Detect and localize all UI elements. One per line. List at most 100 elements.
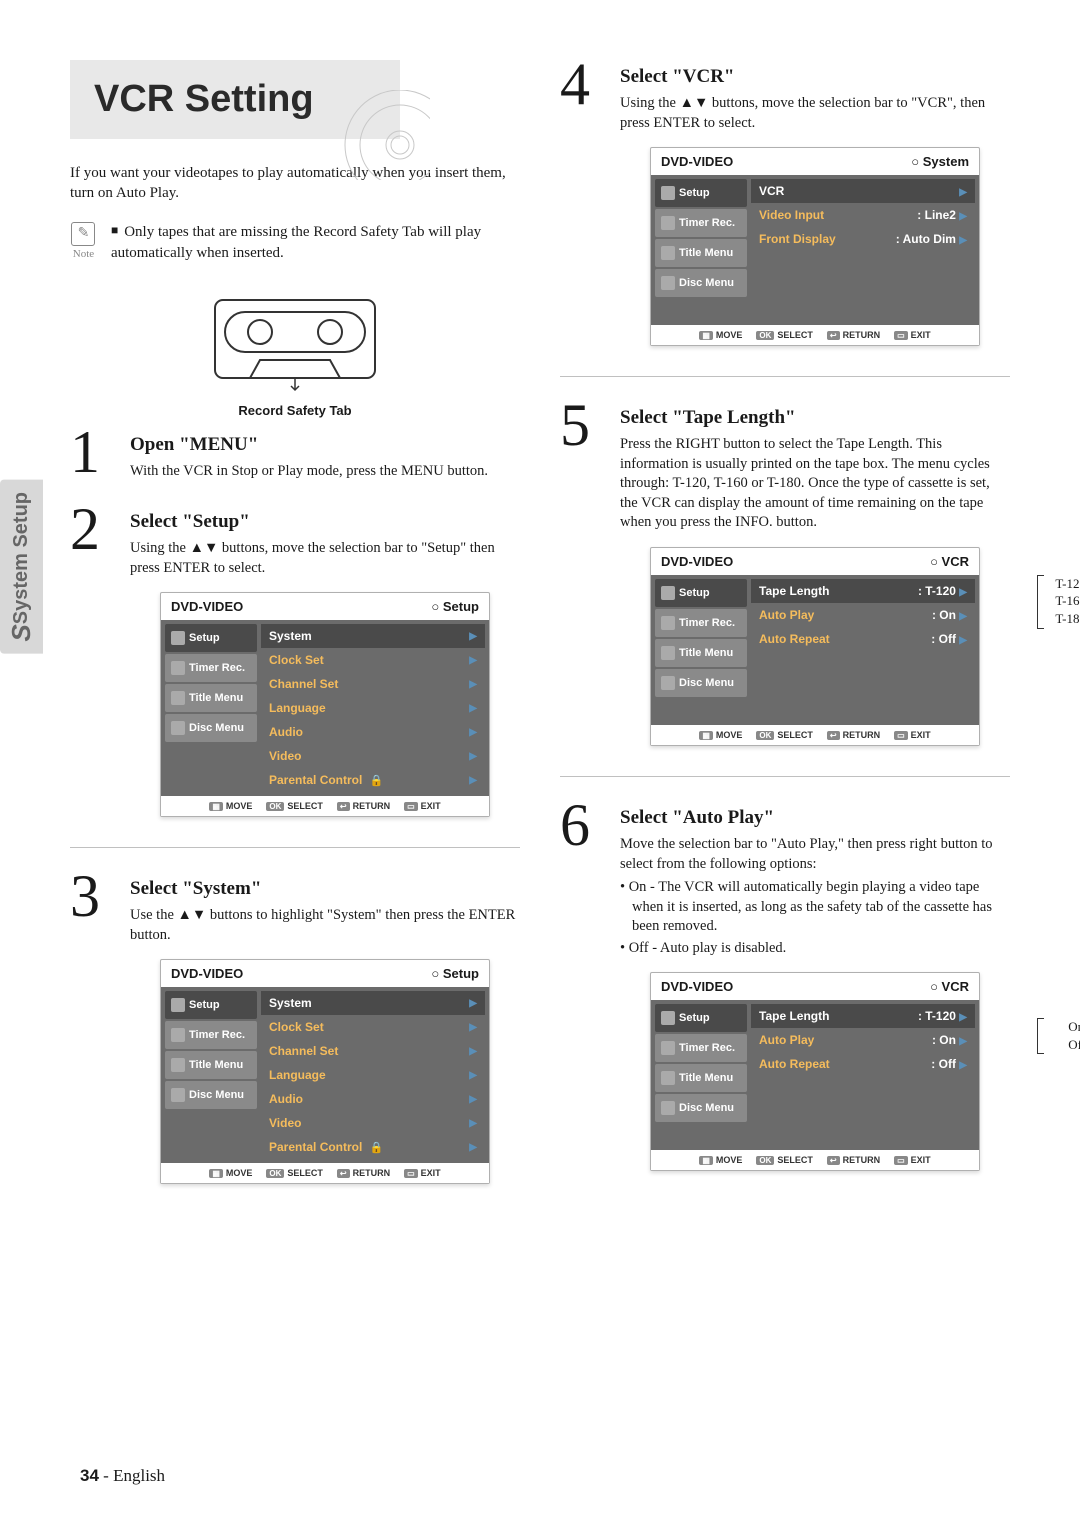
osd-row: Video▶ — [261, 1111, 485, 1135]
page-title-block: VCR Setting — [70, 60, 400, 139]
osd-tab: Title Menu — [655, 639, 747, 667]
osd-sidebar: SetupTimer Rec.Title MenuDisc Menu — [165, 624, 257, 792]
disc-illustration — [310, 90, 430, 180]
osd-row: Tape Length: T-120 ▶ — [751, 579, 975, 603]
osd-row: Language▶ — [261, 1063, 485, 1087]
osd-sidebar: SetupTimer Rec.Title MenuDisc Menu — [655, 1004, 747, 1146]
osd-header-left: DVD-VIDEO — [171, 966, 243, 981]
osd-sidebar: SetupTimer Rec.Title MenuDisc Menu — [655, 579, 747, 721]
step-number: 5 — [560, 401, 602, 752]
osd-tab: Disc Menu — [165, 714, 257, 742]
osd-setup-menu: DVD-VIDEO ○ Setup SetupTimer Rec.Title M… — [160, 592, 490, 817]
osd-header-left: DVD-VIDEO — [661, 154, 733, 169]
step-title: Select "VCR" — [620, 66, 1010, 88]
osd-row: Video Input: Line2 ▶ — [751, 203, 975, 227]
osd-tab: Disc Menu — [165, 1081, 257, 1109]
osd-row: Auto Play: On ▶ — [751, 603, 975, 627]
osd-sidebar: SetupTimer Rec.Title MenuDisc Menu — [655, 179, 747, 321]
osd-tab: Timer Rec. — [165, 654, 257, 682]
osd-row: Channel Set▶ — [261, 1039, 485, 1063]
osd-row: Video▶ — [261, 744, 485, 768]
osd-tab: Title Menu — [655, 1064, 747, 1092]
step-body: Use the ▲▼ buttons to highlight "System"… — [130, 906, 520, 945]
osd-footer: ▦MOVEOKSELECT↩RETURN▭EXIT — [161, 796, 489, 816]
osd-header-left: DVD-VIDEO — [171, 599, 243, 614]
step-body: Press the RIGHT button to select the Tap… — [620, 435, 1010, 533]
osd-row: Auto Repeat: Off ▶ — [751, 1052, 975, 1076]
step-title: Open "MENU" — [130, 434, 520, 456]
osd-tab: Disc Menu — [655, 669, 747, 697]
osd-system-menu: DVD-VIDEO ○ System SetupTimer Rec.Title … — [650, 147, 980, 346]
osd-row: Parental Control 🔒▶ — [261, 768, 485, 792]
step-body: Using the ▲▼ buttons, move the selection… — [130, 539, 520, 578]
osd-tab: Title Menu — [165, 1051, 257, 1079]
osd-breadcrumb: ○ VCR — [930, 979, 969, 994]
osd-footer: ▦MOVEOKSELECT↩RETURN▭EXIT — [651, 325, 979, 345]
osd-tab: Timer Rec. — [165, 1021, 257, 1049]
side-tab-text: System Setup — [10, 492, 32, 624]
step-body: With the VCR in Stop or Play mode, press… — [130, 462, 520, 482]
osd-footer: ▦MOVEOKSELECT↩RETURN▭EXIT — [161, 1163, 489, 1183]
osd-setup-menu: DVD-VIDEO ○ Setup SetupTimer Rec.Title M… — [160, 959, 490, 1184]
osd-tab: Timer Rec. — [655, 209, 747, 237]
osd-row: Clock Set▶ — [261, 648, 485, 672]
step-title: Select "Auto Play" — [620, 807, 1010, 829]
osd-footer: ▦MOVEOKSELECT↩RETURN▭EXIT — [651, 1150, 979, 1170]
step-number: 2 — [70, 505, 112, 823]
step-number: 3 — [70, 872, 112, 1190]
bracket — [1037, 1018, 1038, 1054]
osd-tab: Title Menu — [165, 684, 257, 712]
step-title: Select "Tape Length" — [620, 407, 1010, 429]
osd-row: Front Display: Auto Dim ▶ — [751, 227, 975, 251]
osd-tab: Setup — [655, 579, 747, 607]
osd-header-left: DVD-VIDEO — [661, 554, 733, 569]
osd-main: VCR ▶Video Input: Line2 ▶Front Display: … — [751, 179, 975, 321]
osd-row: Channel Set▶ — [261, 672, 485, 696]
separator — [70, 847, 520, 848]
osd-tab: Setup — [655, 1004, 747, 1032]
osd-row: Language▶ — [261, 696, 485, 720]
page-footer: 34 - English — [80, 1466, 165, 1486]
step-title: Select "Setup" — [130, 511, 520, 533]
osd-row: Tape Length: T-120 ▶ — [751, 1004, 975, 1028]
note-text: ■Only tapes that are missing the Record … — [111, 222, 520, 264]
osd-vcr-menu: DVD-VIDEO ○ VCR SetupTimer Rec.Title Men… — [650, 547, 980, 746]
osd-header-left: DVD-VIDEO — [661, 979, 733, 994]
osd-tab: Setup — [655, 179, 747, 207]
side-labels-autoplay: OnOff — [1068, 1018, 1080, 1053]
step-number: 4 — [560, 60, 602, 352]
osd-row: Auto Repeat: Off ▶ — [751, 627, 975, 651]
side-labels-tape: T-120T-160T-180 — [1055, 575, 1080, 628]
step-title: Select "System" — [130, 878, 520, 900]
osd-row: Audio▶ — [261, 720, 485, 744]
osd-row: Clock Set▶ — [261, 1015, 485, 1039]
separator — [560, 776, 1010, 777]
osd-breadcrumb: ○ Setup — [431, 599, 479, 614]
osd-row: System▶ — [261, 624, 485, 648]
osd-main: System▶Clock Set▶Channel Set▶Language▶Au… — [261, 991, 485, 1159]
osd-tab: Disc Menu — [655, 269, 747, 297]
osd-row: Parental Control 🔒▶ — [261, 1135, 485, 1159]
osd-row: VCR ▶ — [751, 179, 975, 203]
osd-main: System▶Clock Set▶Channel Set▶Language▶Au… — [261, 624, 485, 792]
step-body: Using the ▲▼ buttons, move the selection… — [620, 94, 1010, 133]
osd-footer: ▦MOVEOKSELECT↩RETURN▭EXIT — [651, 725, 979, 745]
bracket — [1037, 575, 1038, 629]
osd-tab: Setup — [165, 991, 257, 1019]
osd-main: Tape Length: T-120 ▶Auto Play: On ▶Auto … — [751, 1004, 975, 1146]
osd-breadcrumb: ○ Setup — [431, 966, 479, 981]
intro-text: If you want your videotapes to play auto… — [70, 163, 520, 204]
step-number: 6 — [560, 801, 602, 1177]
osd-sidebar: SetupTimer Rec.Title MenuDisc Menu — [165, 991, 257, 1159]
pencil-icon: ✎ — [71, 222, 95, 246]
osd-main: Tape Length: T-120 ▶Auto Play: On ▶Auto … — [751, 579, 975, 721]
note-badge: ✎ Note — [70, 222, 97, 264]
osd-tab: Title Menu — [655, 239, 747, 267]
osd-breadcrumb: ○ VCR — [930, 554, 969, 569]
step-number: 1 — [70, 428, 112, 482]
osd-vcr-menu: DVD-VIDEO ○ VCR SetupTimer Rec.Title Men… — [650, 972, 980, 1171]
osd-tab: Timer Rec. — [655, 1034, 747, 1062]
note-label: Note — [70, 248, 97, 260]
osd-tab: Timer Rec. — [655, 609, 747, 637]
step-body: Move the selection bar to "Auto Play," t… — [620, 835, 1010, 874]
